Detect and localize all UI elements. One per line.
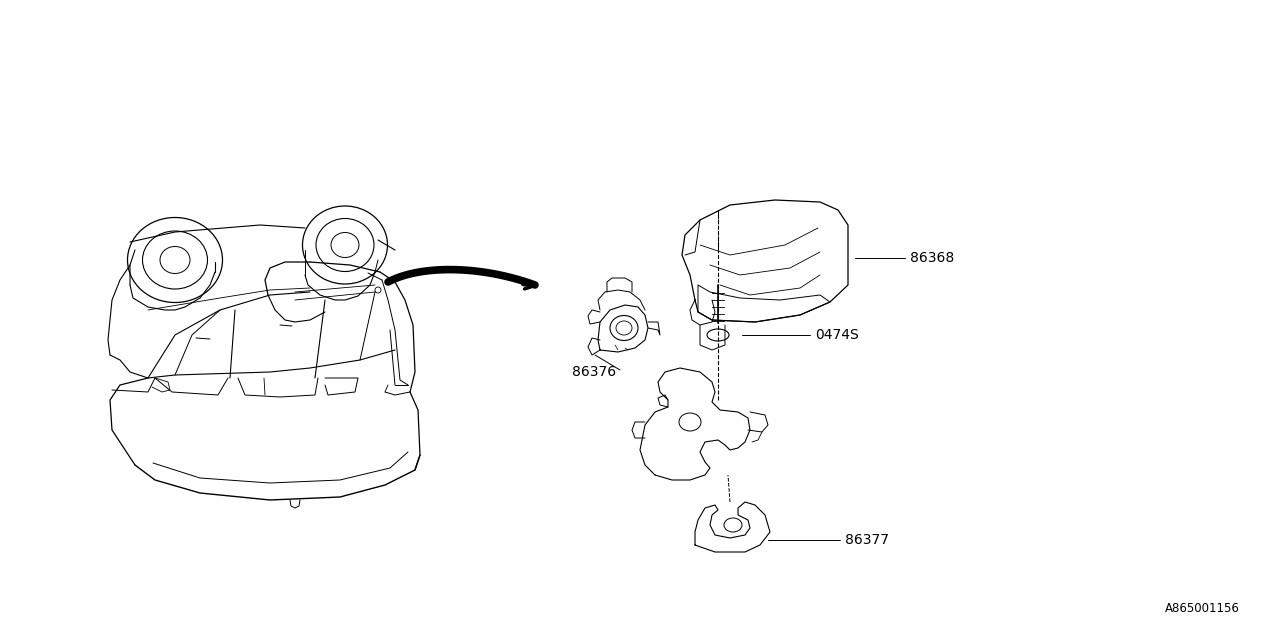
Text: 86368: 86368: [910, 251, 955, 265]
Text: 0474S: 0474S: [815, 328, 859, 342]
Text: 86376: 86376: [572, 365, 616, 379]
Text: 86377: 86377: [845, 533, 890, 547]
Text: A865001156: A865001156: [1165, 602, 1240, 615]
